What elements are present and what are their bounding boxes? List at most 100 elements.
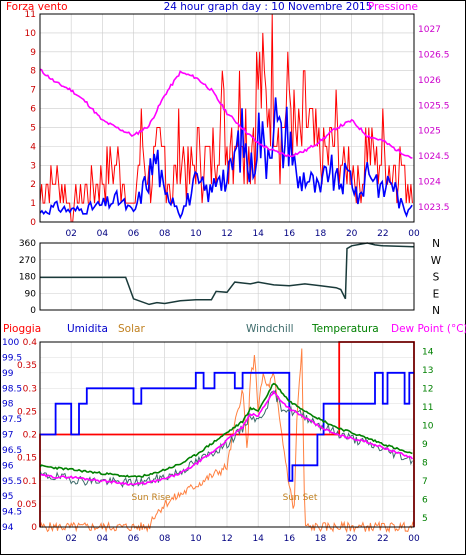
x-tick-label: 04 (97, 229, 109, 239)
pressure-series-line (39, 68, 413, 159)
rain-tick-label: 0.35 (17, 361, 37, 371)
wind-tick-label: 2 (30, 180, 36, 190)
rain-tick-label: 0.25 (17, 407, 37, 417)
rain-tick-label: 0.05 (17, 500, 37, 510)
solar-legend: Solar (118, 323, 145, 335)
x-tick-label: 16 (284, 229, 296, 239)
wind-tick-label: 7 (30, 86, 36, 96)
dewpoint-legend: Dew Point (°C) (391, 323, 466, 335)
rain-tick-label: 0.15 (17, 454, 37, 464)
x-tick-label: 06 (128, 229, 140, 239)
humidity-tick-label: 95 (2, 492, 13, 502)
temperature-tick-label: 9 (422, 440, 428, 450)
x-tick-label: 04 (97, 534, 109, 544)
wind-tick-label: 3 (30, 161, 36, 171)
wind-tick-label: 6 (30, 105, 36, 115)
dewpoint-series-line (39, 389, 414, 486)
humidity-tick-label: 98 (2, 400, 14, 410)
temperature-tick-label: 6 (422, 495, 428, 505)
humidity-series-line (40, 371, 414, 482)
direction-tick-label: 180 (19, 273, 36, 283)
direction-panel-series (40, 242, 415, 306)
sunset-label: Sun Set (283, 493, 318, 503)
humidity-tick-label: 97 (2, 431, 13, 441)
humidity-tick-label: 99.5 (2, 353, 22, 363)
pressure-axis-title: Pressione (368, 1, 418, 13)
x-tick-label: 22 (377, 229, 388, 239)
pressure-tick-label: 1024 (418, 177, 441, 187)
wind-series-line (39, 97, 413, 220)
pressure-tick-label: 1025.5 (418, 101, 450, 111)
chart-title: 24 hour graph day : 10 Novembre 2015 (164, 1, 373, 13)
direction-panel-axes: 360 N 270 W 180 S 90 E 0 N (19, 238, 442, 317)
x-tick-label: 14 (252, 534, 264, 544)
temperature-tick-label: 14 (422, 347, 434, 357)
humidity-legend: Umidita (67, 323, 108, 335)
bottom-panel-frame (39, 341, 415, 528)
x-tick-label: 08 (159, 229, 171, 239)
bottom-panel-axes: 9494.59595.59696.59797.59898.59999.51000… (2, 338, 434, 544)
humidity-tick-label: 96 (2, 461, 14, 471)
sunrise-label: Sun Rise (132, 493, 171, 503)
compass-label: E (433, 288, 440, 300)
windchill-legend: Windchill (246, 323, 294, 335)
pressure-tick-label: 1023.5 (418, 203, 450, 213)
direction-tick-label: 90 (25, 289, 37, 299)
pressure-tick-label: 1026.5 (418, 51, 450, 61)
humidity-tick-label: 96.5 (2, 446, 22, 456)
wind-tick-label: 9 (30, 48, 36, 58)
x-tick-label: 06 (128, 534, 140, 544)
temperature-series-line (39, 382, 413, 478)
rain-legend: Pioggia (3, 323, 41, 335)
x-tick-label: 02 (65, 534, 76, 544)
x-tick-label: 00 (408, 534, 420, 544)
wind-tick-label: 11 (25, 10, 36, 20)
temperature-legend: Temperatura (311, 323, 379, 335)
wind-tick-label: 0 (30, 218, 36, 228)
top-panel-series (39, 13, 413, 223)
temperature-tick-label: 13 (422, 366, 433, 376)
rain-tick-label: 0.4 (23, 338, 38, 348)
wind-tick-label: 5 (30, 123, 36, 133)
humidity-tick-label: 99 (2, 369, 14, 379)
x-tick-label: 02 (65, 229, 76, 239)
x-tick-label: 16 (284, 534, 296, 544)
x-tick-label: 10 (190, 229, 202, 239)
top-panel-axes: 012345678910111023.510241024.510251025.5… (25, 10, 450, 239)
temperature-tick-label: 7 (422, 477, 428, 487)
compass-label: N (432, 305, 440, 317)
compass-label: W (431, 255, 442, 267)
top-panel-frame (39, 13, 415, 223)
x-tick-label: 00 (408, 229, 420, 239)
rain-tick-label: 0.1 (23, 477, 37, 487)
rain-tick-label: 0 (31, 523, 37, 533)
humidity-tick-label: 94.5 (2, 508, 22, 518)
x-tick-label: 10 (190, 534, 202, 544)
temperature-tick-label: 10 (422, 421, 434, 431)
pressure-tick-label: 1024.5 (418, 152, 450, 162)
direction-tick-label: 0 (30, 306, 36, 316)
humidity-tick-label: 97.5 (2, 415, 22, 425)
direction-panel-frame (39, 242, 415, 311)
direction-tick-label: 270 (19, 256, 36, 266)
humidity-tick-label: 95.5 (2, 477, 22, 487)
x-tick-label: 14 (252, 229, 264, 239)
x-tick-label: 12 (221, 229, 232, 239)
solar-series-line (39, 348, 415, 534)
wind-tick-label: 4 (30, 142, 36, 152)
x-tick-label: 12 (221, 534, 232, 544)
temperature-tick-label: 5 (422, 514, 428, 524)
rain-tick-label: 0.2 (23, 431, 37, 441)
humidity-tick-label: 94 (2, 523, 14, 533)
pressure-tick-label: 1026 (418, 76, 441, 86)
humidity-tick-label: 100 (2, 338, 19, 348)
rain-tick-label: 0.3 (23, 384, 37, 394)
gust-series-line (39, 13, 413, 223)
humidity-tick-label: 98.5 (2, 384, 22, 394)
direction-series-line (40, 242, 415, 306)
direction-tick-label: 360 (19, 239, 36, 249)
x-tick-label: 20 (346, 229, 358, 239)
pressure-tick-label: 1025 (418, 127, 441, 137)
wind-tick-label: 10 (25, 29, 37, 39)
